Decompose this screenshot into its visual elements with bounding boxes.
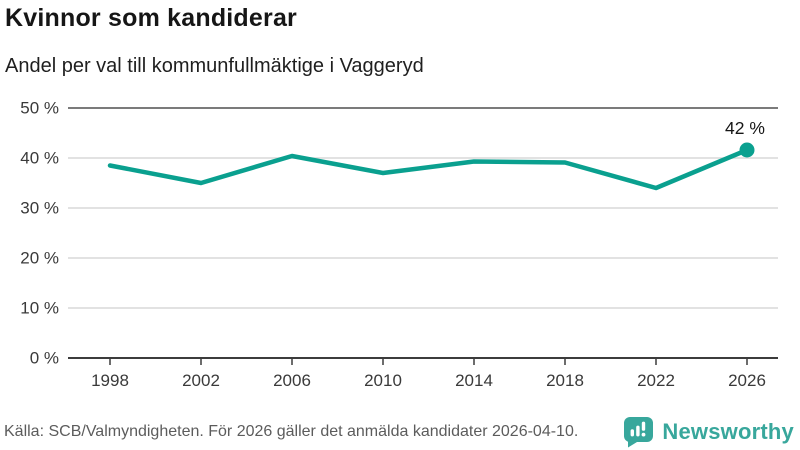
line-chart: 0 % 10 % 20 % 30 % 40 % 50 % 1998 2002 2006 2010 2… [20,99,778,390]
end-point-dot [739,142,755,158]
data-line [107,147,750,191]
x-tick-label: 2022 [637,371,675,390]
newsworthy-wordmark: Newsworthy [662,419,794,444]
x-tick-label: 2026 [728,371,766,390]
x-tick-label: 2002 [182,371,220,390]
y-tick-label: 40 % [20,149,59,168]
x-tick-label: 1998 [91,371,129,390]
newsworthy-logo: Newsworthy [623,416,794,448]
x-tick-label: 2006 [273,371,311,390]
y-tick-label: 50 % [20,99,59,118]
x-tick-label: 2014 [455,371,493,390]
y-tick-label: 20 % [20,249,59,268]
y-tick-label: 30 % [20,199,59,218]
chart-footer: Källa: SCB/Valmyndigheten. För 2026 gäll… [0,414,800,450]
y-tick-label: 10 % [20,299,59,318]
y-tick-label: 0 % [30,349,59,368]
chart-title: Kvinnor som kandiderar [5,4,297,32]
chart-subtitle: Andel per val till kommunfullmäktige i V… [5,55,424,77]
x-tick-label: 2018 [546,371,584,390]
end-value-label: 42 % [725,118,765,138]
source-note: Källa: SCB/Valmyndigheten. För 2026 gäll… [4,423,579,440]
newsworthy-logo-icon [624,417,654,448]
x-tick-label: 2010 [364,371,402,390]
